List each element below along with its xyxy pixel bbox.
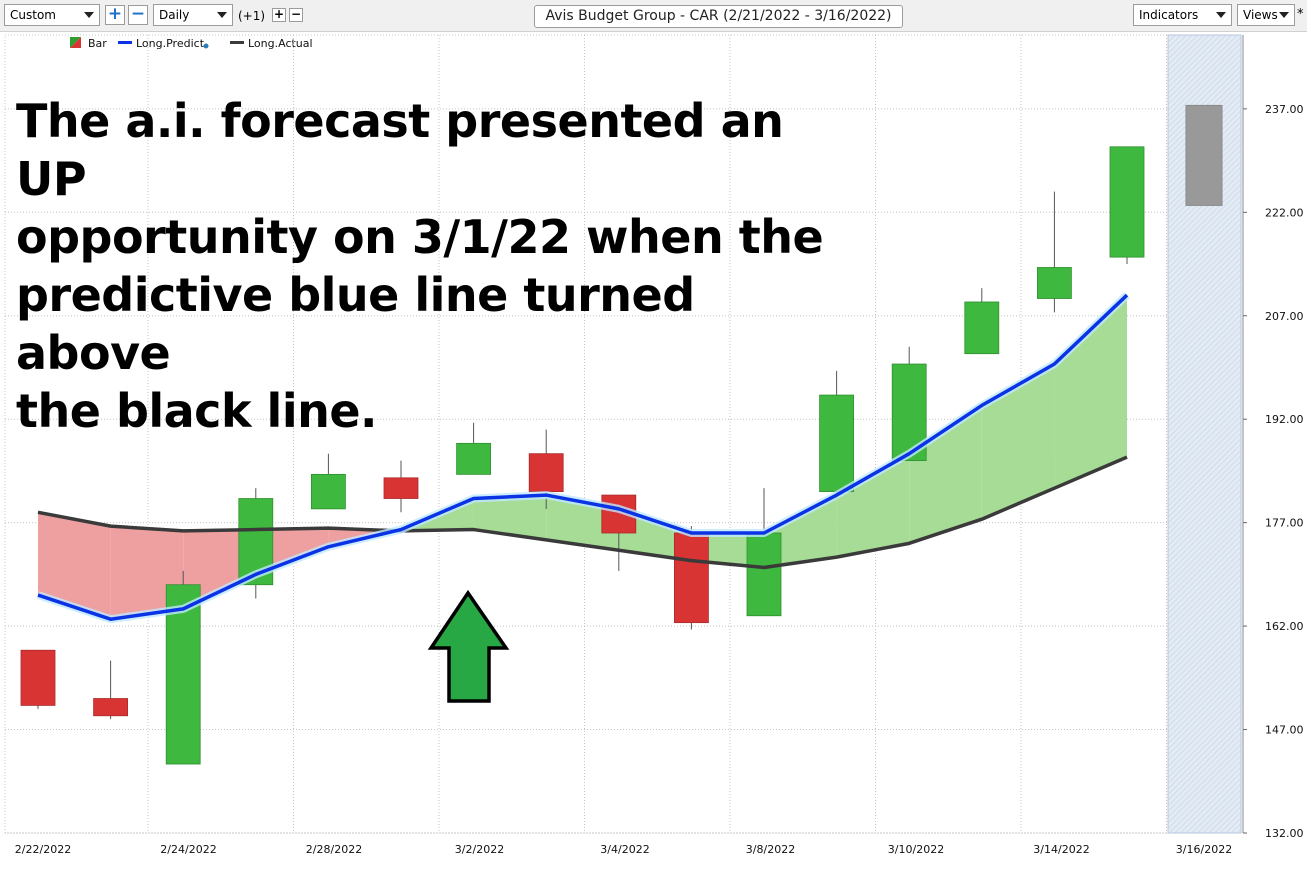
x-tick-label: 3/2/2022 xyxy=(455,843,504,856)
chevron-down-icon xyxy=(84,12,94,18)
chart-title: Avis Budget Group - CAR (2/21/2022 - 3/1… xyxy=(534,5,903,28)
x-tick-label: 2/22/2022 xyxy=(15,843,71,856)
candle-down xyxy=(93,698,128,717)
fill-segment xyxy=(981,364,1055,520)
forecast-annotation: The a.i. forecast presented an UP opport… xyxy=(16,94,824,438)
fill-segment xyxy=(909,405,982,544)
chart-area: Bar Long.Predict Long.Actual 132.00 147.00 1… xyxy=(0,33,1307,866)
info-dot-icon xyxy=(203,43,209,49)
layout-select[interactable]: Custom xyxy=(4,4,100,26)
candle-up xyxy=(1109,146,1145,258)
candle-up xyxy=(165,584,201,765)
views-label: Views xyxy=(1243,8,1278,22)
star-marker: * xyxy=(1297,7,1304,22)
axes: 132.00 147.00 162.00 177.00 192.00 207.00 222.… xyxy=(15,35,1304,856)
x-tick-label: 3/14/2022 xyxy=(1033,843,1089,856)
interval-select-value: Daily xyxy=(159,8,190,22)
legend-label: Long.Actual xyxy=(248,37,313,50)
views-select[interactable]: Views xyxy=(1237,4,1295,26)
series-line-long-actual xyxy=(37,455,1128,570)
fill-segment xyxy=(110,526,184,620)
layout-select-value: Custom xyxy=(10,8,56,22)
candle-down xyxy=(674,532,709,624)
candle-up xyxy=(456,442,492,475)
y-tick-label: 222.00 xyxy=(1265,206,1304,219)
fill-segment xyxy=(764,495,837,568)
y-tick-label: 177.00 xyxy=(1265,517,1304,530)
candle-up xyxy=(746,532,782,617)
x-tick-label: 3/10/2022 xyxy=(888,843,944,856)
legend: Bar Long.Predict Long.Actual xyxy=(70,37,313,50)
forecast-zone xyxy=(1167,34,1242,834)
interval-select[interactable]: Daily xyxy=(153,4,233,26)
series-lines xyxy=(36,292,1130,624)
y-tick-label: 192.00 xyxy=(1265,413,1304,426)
candle-up xyxy=(1037,267,1072,299)
candle-down xyxy=(528,453,564,493)
up-arrow-icon xyxy=(427,589,510,703)
up-arrow-shape xyxy=(427,589,510,703)
fill-segment xyxy=(473,495,547,540)
candle-down xyxy=(383,477,419,499)
offset-label: (+1) xyxy=(238,9,266,23)
candle-up xyxy=(310,473,346,510)
series-line-long-predict xyxy=(37,293,1129,621)
fill-segment xyxy=(38,512,111,620)
x-tick-label: 3/16/2022 xyxy=(1176,843,1232,856)
forecast-bar xyxy=(1185,104,1223,206)
chevron-down-icon xyxy=(1216,12,1226,18)
add-chart-button[interactable]: + xyxy=(105,5,125,25)
toolbar: Custom + − Daily (+1) + − Avis Budget Gr… xyxy=(0,0,1307,32)
offset-increase-button[interactable]: + xyxy=(272,8,286,22)
fill-segment xyxy=(183,529,256,609)
remove-chart-button[interactable]: − xyxy=(128,5,148,25)
legend-label: Bar xyxy=(88,37,107,50)
y-tick-label: 237.00 xyxy=(1265,103,1304,116)
candlestick-chart: Bar Long.Predict Long.Actual 132.00147.001… xyxy=(4,34,1304,856)
plus-icon: + xyxy=(107,4,123,24)
indicators-select[interactable]: Indicators xyxy=(1133,4,1232,26)
chevron-down-icon xyxy=(217,12,227,18)
fill-segment xyxy=(255,528,329,575)
indicators-label: Indicators xyxy=(1139,8,1199,22)
legend-swatch xyxy=(118,41,132,44)
plus-icon: + xyxy=(273,7,285,21)
x-tick-label: 3/4/2022 xyxy=(600,843,649,856)
candle-up xyxy=(964,301,1000,355)
x-tick-label: 2/28/2022 xyxy=(306,843,362,856)
fill-segment xyxy=(618,508,692,561)
minus-icon: − xyxy=(130,4,146,24)
x-tick-label: 2/24/2022 xyxy=(160,843,216,856)
x-tick-label: 3/8/2022 xyxy=(746,843,795,856)
fill-segment xyxy=(836,453,910,558)
fill-segment xyxy=(1054,295,1127,489)
offset-decrease-button[interactable]: − xyxy=(289,8,303,22)
legend-bar-icon xyxy=(70,37,81,48)
chevron-down-icon xyxy=(1279,12,1289,18)
y-tick-label: 132.00 xyxy=(1265,827,1304,840)
candle-down xyxy=(20,649,56,706)
y-tick-label: 162.00 xyxy=(1265,620,1304,633)
legend-label: Long.Predict xyxy=(136,37,205,50)
legend-swatch xyxy=(230,41,244,44)
fill-segment xyxy=(691,533,764,568)
y-tick-label: 207.00 xyxy=(1265,310,1304,323)
minus-icon: − xyxy=(290,7,302,21)
y-tick-label: 147.00 xyxy=(1265,724,1304,737)
